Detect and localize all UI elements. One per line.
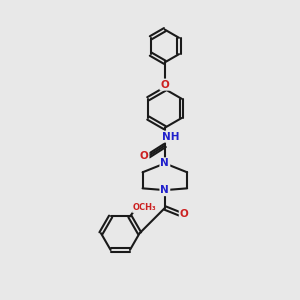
Text: O: O	[160, 80, 169, 90]
Text: O: O	[140, 151, 148, 161]
Text: OCH₃: OCH₃	[133, 203, 157, 212]
Text: N: N	[160, 185, 169, 195]
Text: O: O	[180, 209, 189, 219]
Text: N: N	[160, 158, 169, 168]
Text: NH: NH	[162, 132, 180, 142]
